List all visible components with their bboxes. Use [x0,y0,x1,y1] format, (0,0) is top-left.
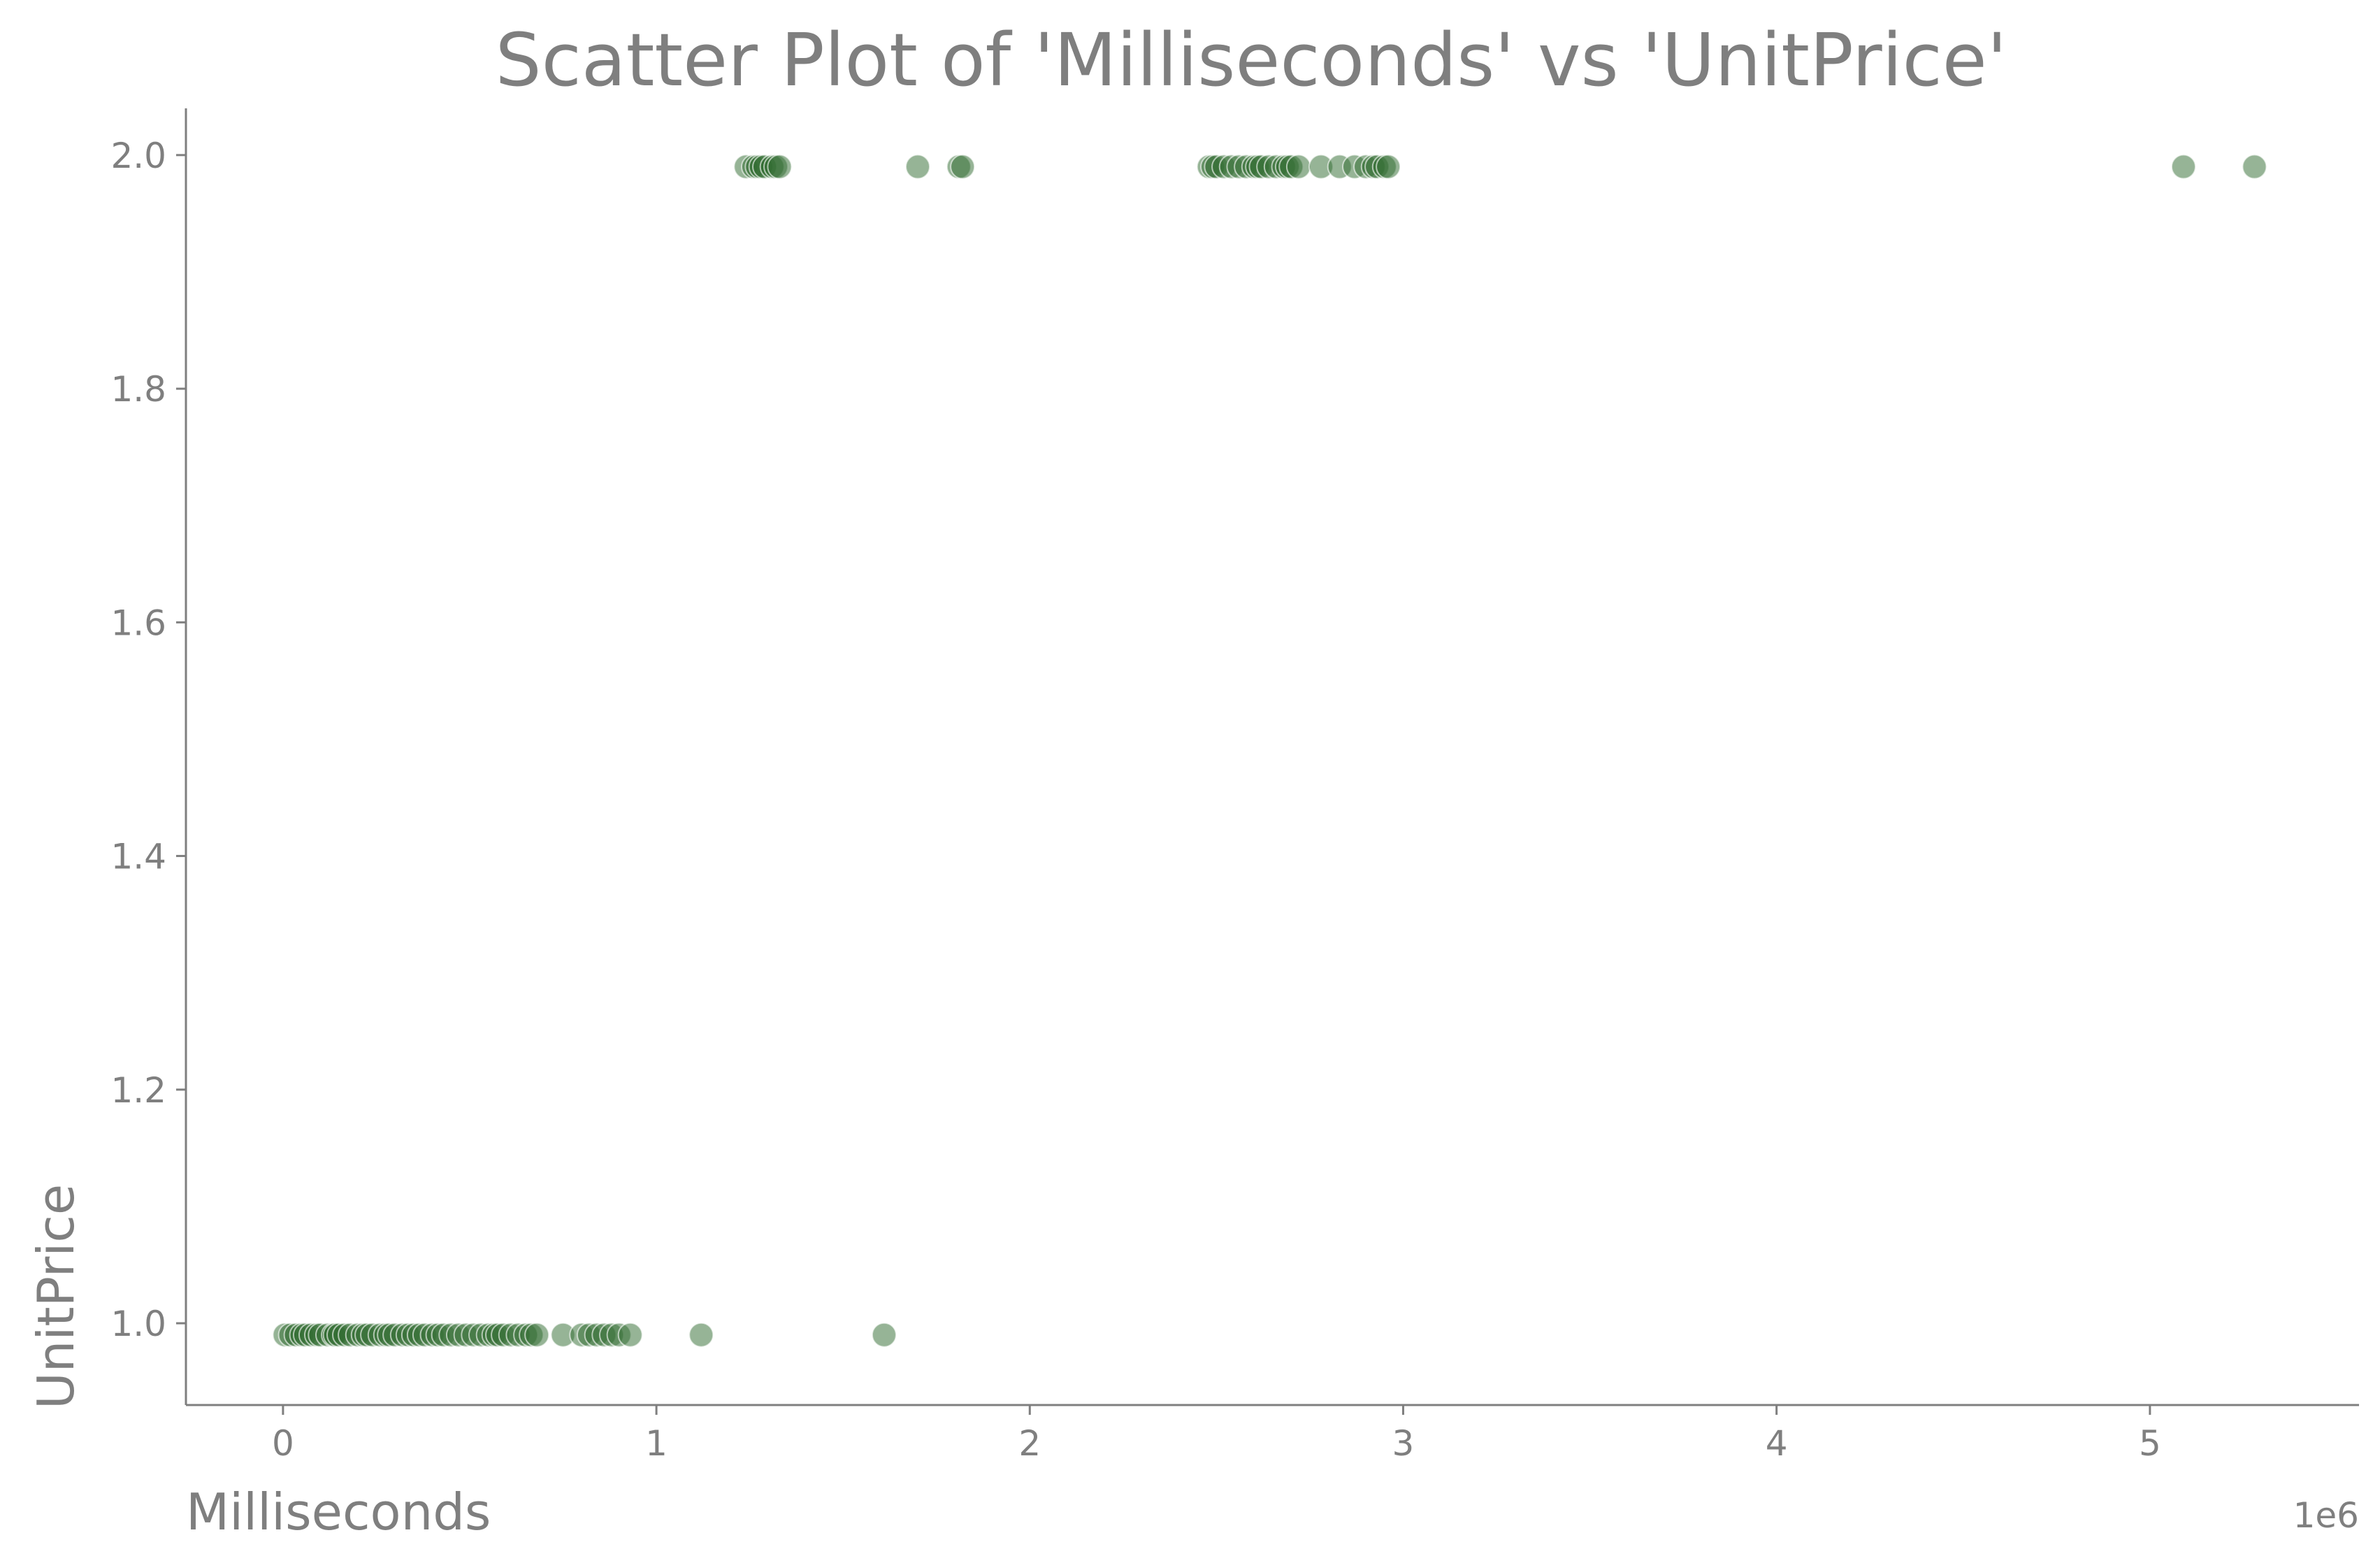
data-point [767,154,793,180]
x-tick-label: 5 [2139,1423,2161,1464]
data-point [1285,154,1311,180]
y-tick-label: 2.0 [110,136,166,176]
data-point [2170,154,2196,180]
data-point [524,1322,550,1348]
x-tick-label: 0 [272,1423,294,1464]
y-tick-label: 1.8 [110,369,166,410]
y-tick-label: 1.2 [110,1070,166,1111]
data-point [688,1322,714,1348]
x-axis-offset-label: 1e6 [2293,1495,2359,1536]
data-point [950,154,976,180]
chart-title: Scatter Plot of 'Milliseconds' vs 'UnitP… [496,17,2007,103]
data-point [617,1322,643,1348]
data-point [1376,154,1401,180]
data-point [2242,154,2267,180]
y-axis-label: UnitPrice [27,1184,85,1409]
y-tick-label: 1.6 [110,603,166,643]
x-tick-label: 2 [1018,1423,1041,1464]
y-tick-label: 1.4 [110,837,166,877]
y-tick-label: 1.0 [110,1304,166,1344]
plot-area: 0 1 2 3 4 5 1.0 1.2 1.4 1.6 1.8 2.0 [110,108,2359,1464]
x-axis-label: Milliseconds [186,1483,491,1541]
x-tick-label: 3 [1392,1423,1415,1464]
x-tick-label: 1 [645,1423,668,1464]
data-point [905,154,931,180]
x-tick-label: 4 [1766,1423,1788,1464]
data-point [871,1322,897,1348]
